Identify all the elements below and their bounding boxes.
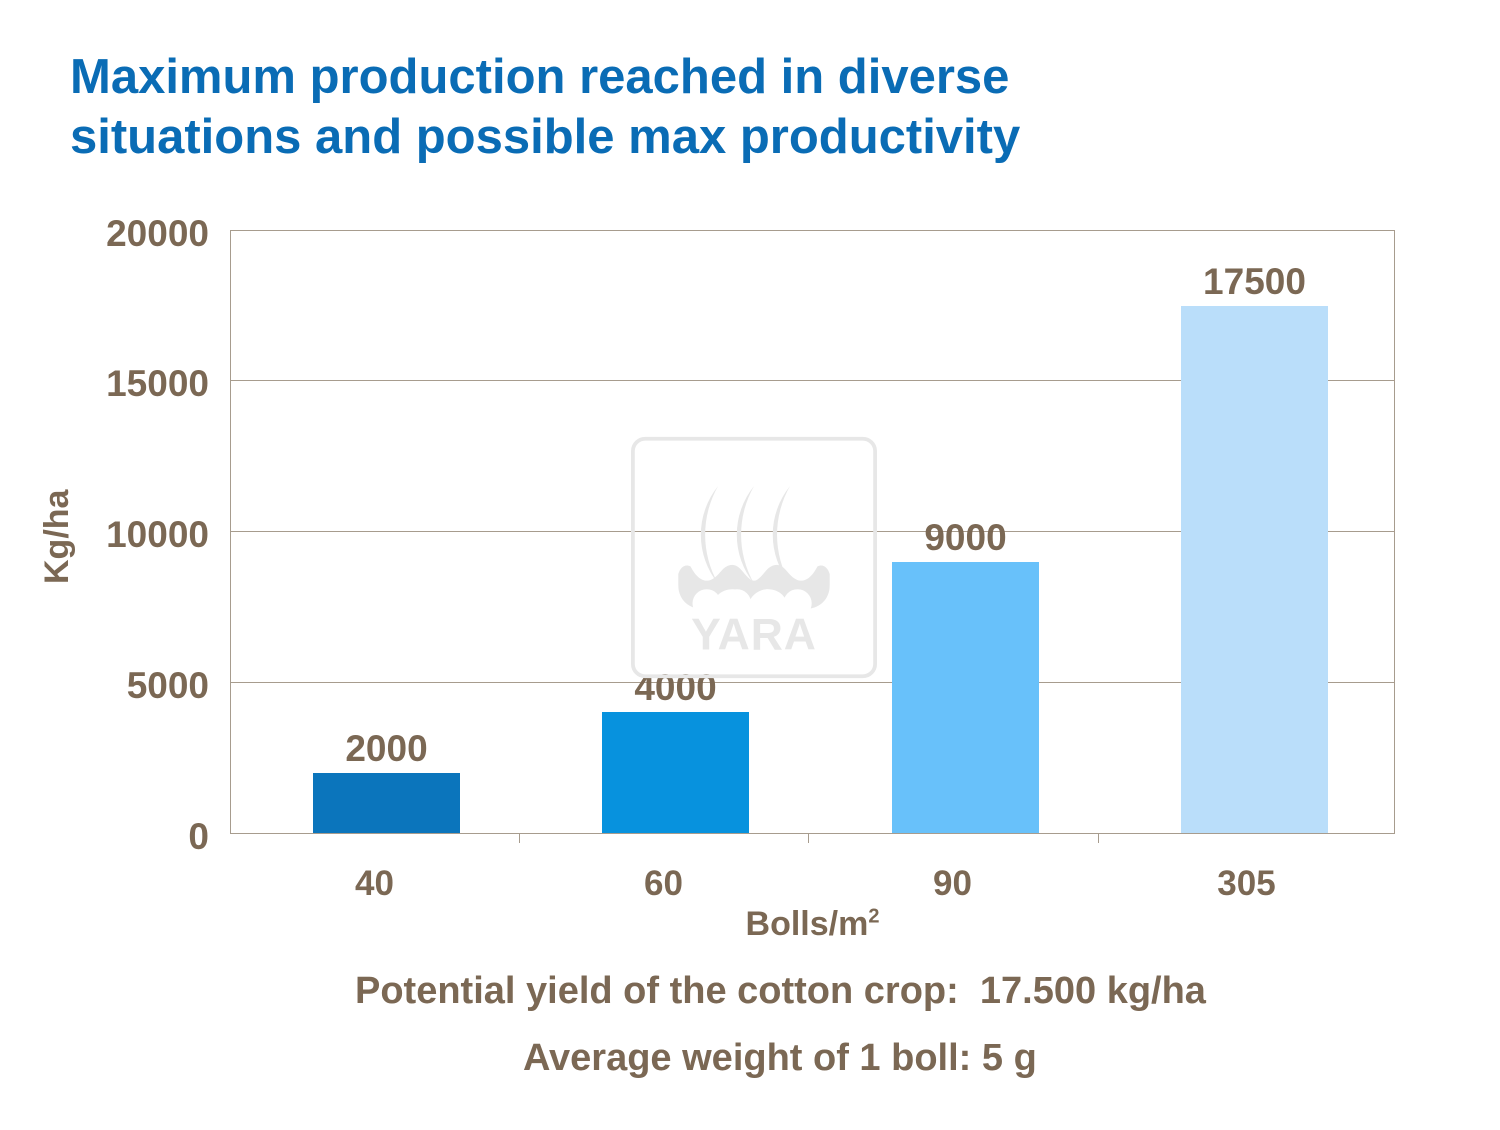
svg-text:YARA: YARA [691, 611, 817, 660]
